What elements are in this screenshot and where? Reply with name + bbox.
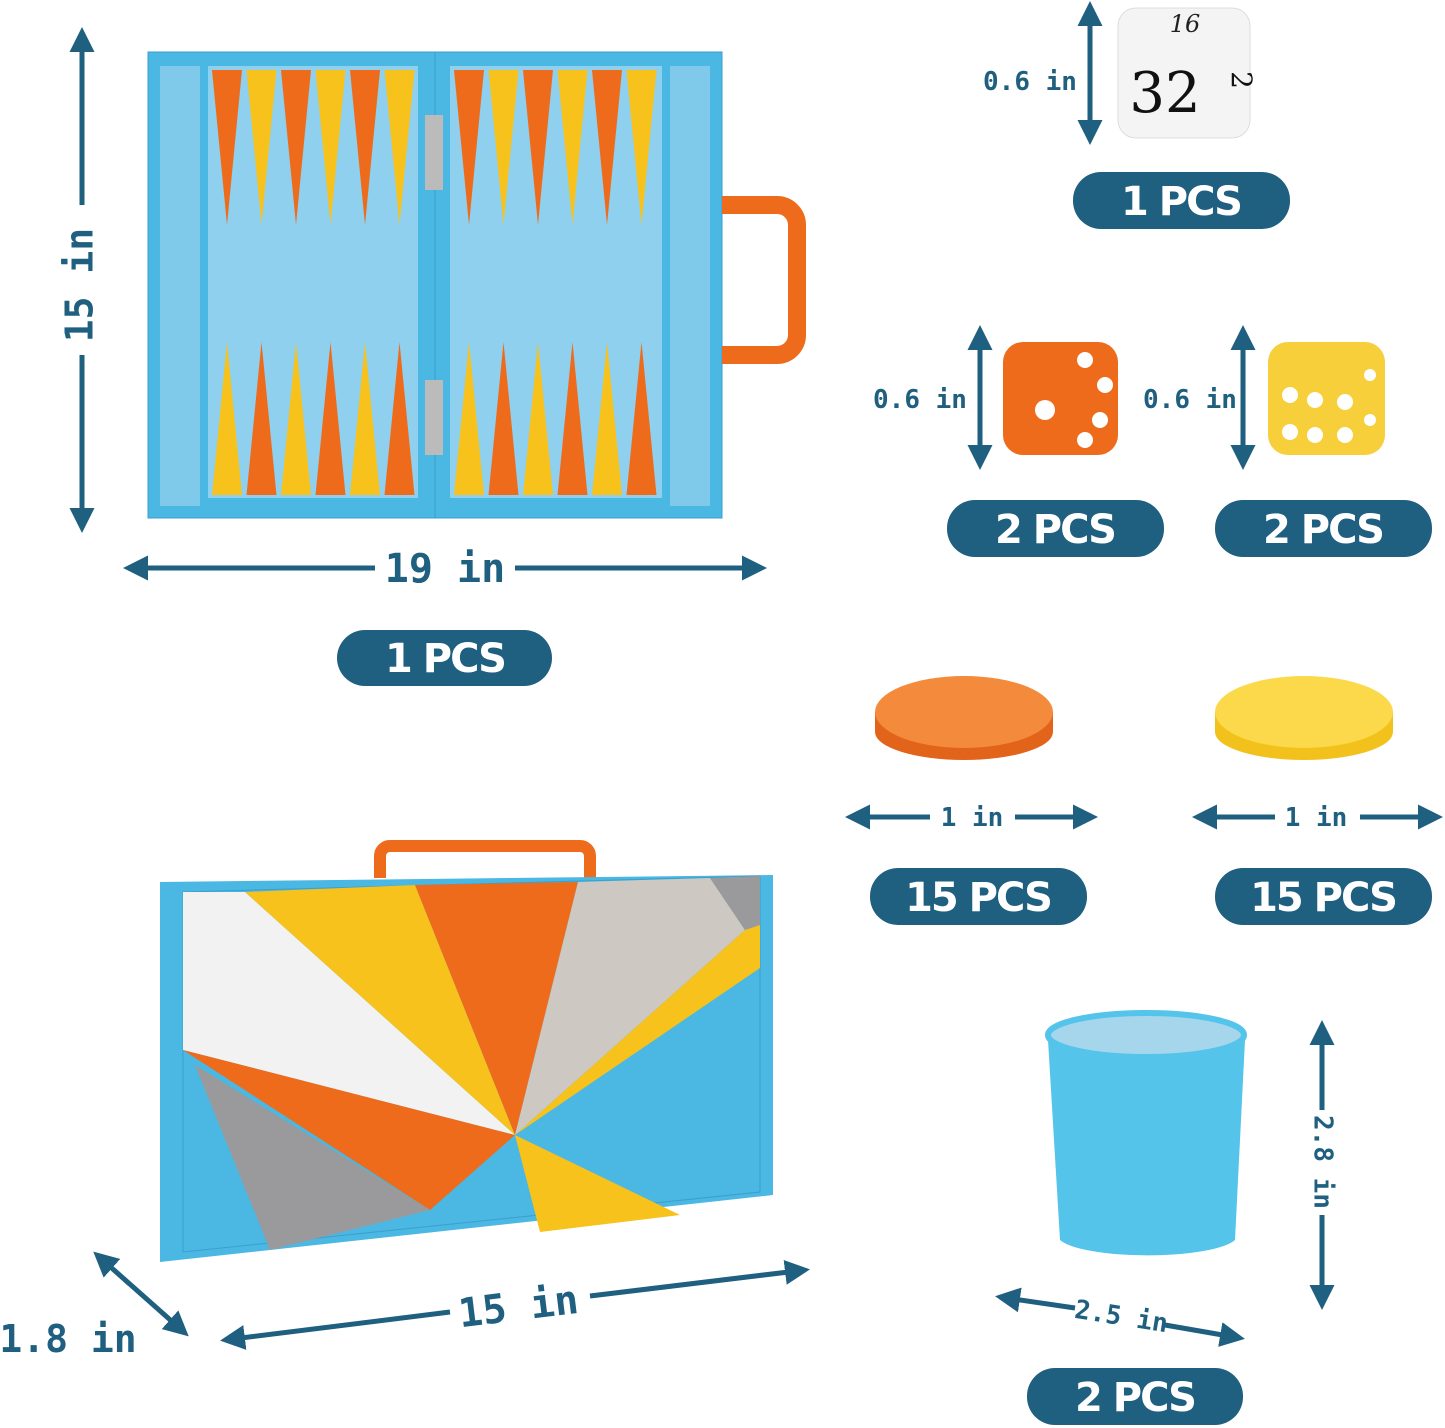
svg-text:2 PCS: 2 PCS xyxy=(1263,507,1383,553)
svg-text:15 PCS: 15 PCS xyxy=(1250,875,1396,921)
board-point xyxy=(384,70,415,225)
board-point xyxy=(384,342,415,495)
svg-text:16: 16 xyxy=(1170,10,1201,38)
board-point xyxy=(488,342,519,495)
cup-quantity-badge: 2 PCS xyxy=(1027,1368,1243,1425)
svg-text:1 PCS: 1 PCS xyxy=(385,636,505,682)
board-quantity-badge: 1 PCS xyxy=(337,630,552,686)
closed-backgammon-case xyxy=(160,840,773,1262)
board-point xyxy=(454,342,484,495)
case-depth-label: 1.8 in xyxy=(0,1317,137,1361)
board-point xyxy=(350,70,380,225)
board-point xyxy=(488,70,519,225)
orange-die-size-label: 0.6 in xyxy=(873,385,967,415)
doubling-cube: 16 32 2 xyxy=(1117,7,1258,139)
board-point xyxy=(626,342,657,495)
yellow-checker-size-label: 1 in xyxy=(1285,803,1348,833)
cube-quantity-badge: 1 PCS xyxy=(1073,172,1290,229)
svg-text:32: 32 xyxy=(1129,61,1200,126)
board-point xyxy=(212,342,242,495)
orange-checker-size-label: 1 in xyxy=(941,803,1004,833)
dice-cup xyxy=(1045,1010,1247,1256)
board-point xyxy=(212,70,242,225)
yellow-checker xyxy=(1215,676,1393,760)
svg-text:1 PCS: 1 PCS xyxy=(1121,179,1241,225)
orange-checker-quantity-badge: 15 PCS xyxy=(870,868,1087,925)
board-point xyxy=(523,342,553,495)
yellow-checker-quantity-badge: 15 PCS xyxy=(1215,868,1432,925)
cup-height-label: 2.8 in xyxy=(1308,1115,1338,1209)
handle xyxy=(722,196,806,364)
case-width-label: 15 in xyxy=(456,1277,581,1337)
yellow-die-size-label: 0.6 in xyxy=(1143,385,1237,415)
svg-text:2 PCS: 2 PCS xyxy=(995,507,1115,553)
board-point xyxy=(454,70,484,225)
svg-text:2 PCS: 2 PCS xyxy=(1075,1375,1195,1421)
board-point xyxy=(523,70,553,225)
board-point xyxy=(557,70,588,225)
orange-die xyxy=(1003,342,1118,455)
orange-checker xyxy=(875,676,1053,760)
board-point xyxy=(315,70,346,225)
board-point xyxy=(557,342,588,495)
cup-width-label: 2.5 in xyxy=(1073,1295,1170,1339)
board-width-label: 19 in xyxy=(385,546,505,592)
yellow-die-quantity-badge: 2 PCS xyxy=(1215,500,1432,557)
svg-text:15 PCS: 15 PCS xyxy=(905,875,1051,921)
open-backgammon-board xyxy=(147,51,806,519)
board-point xyxy=(350,342,380,495)
board-point xyxy=(315,342,346,495)
board-height-label: 15 in xyxy=(58,228,102,342)
board-point xyxy=(626,70,657,225)
board-point xyxy=(281,70,311,225)
svg-text:2: 2 xyxy=(1225,71,1258,89)
cube-size-label: 0.6 in xyxy=(983,67,1077,97)
board-point xyxy=(592,70,622,225)
board-point xyxy=(246,70,277,225)
yellow-die xyxy=(1268,342,1385,455)
board-point xyxy=(592,342,622,495)
orange-die-quantity-badge: 2 PCS xyxy=(947,500,1164,557)
board-point xyxy=(246,342,277,495)
board-point xyxy=(281,342,311,495)
